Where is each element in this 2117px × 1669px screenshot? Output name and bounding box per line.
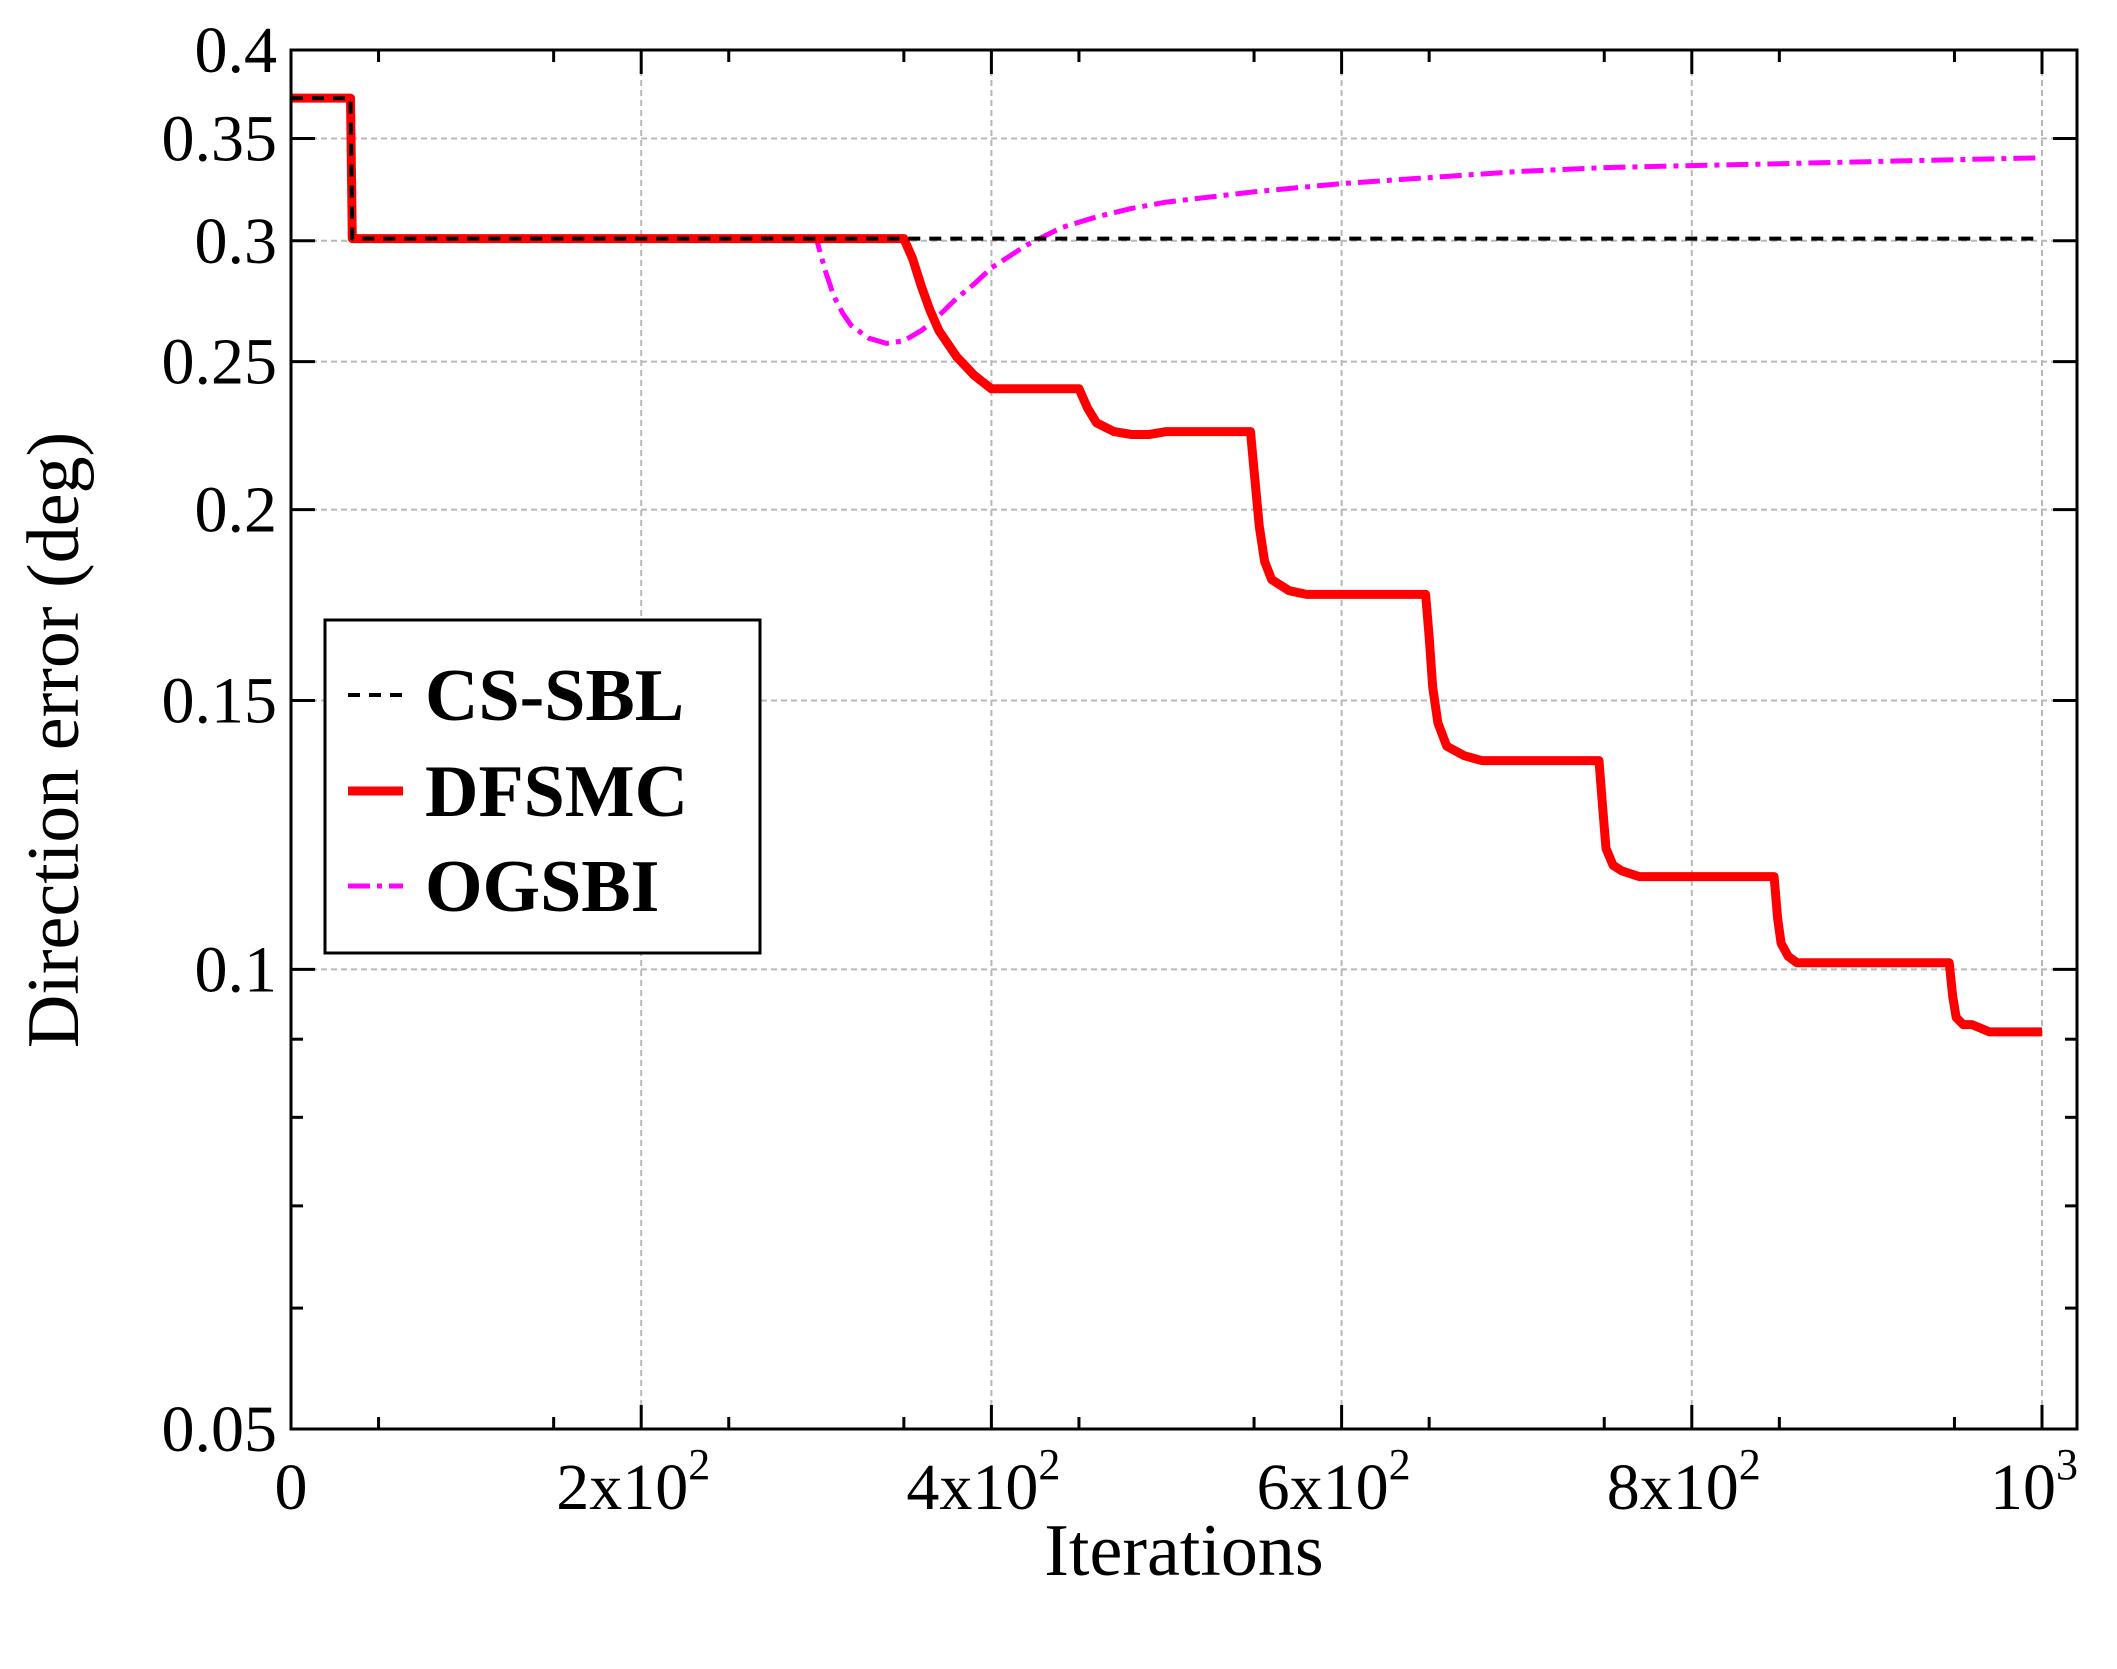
plot-frame xyxy=(289,48,2079,1431)
y-tick-label: 0.05 xyxy=(162,1393,278,1466)
legend: CS-SBL DFSMC OGSBI xyxy=(323,618,762,955)
x-tick-exponent: 2 xyxy=(1739,1440,1761,1489)
y-tick-label: 0.4 xyxy=(195,14,278,87)
y-tick-label: 0.35 xyxy=(162,103,278,176)
x-tick-base: 10 xyxy=(1990,1451,2056,1524)
x-tick-label: 0 xyxy=(275,1451,308,1524)
series-line-cs-sbl xyxy=(291,96,2042,241)
x-tick-exponent: 2 xyxy=(1389,1440,1411,1489)
y-tick-label: 0.1 xyxy=(195,933,278,1006)
x-tick-label: 6x102 xyxy=(1257,1440,1411,1524)
x-tick-exponent: 3 xyxy=(2056,1440,2078,1489)
x-tick-label: 4x102 xyxy=(906,1440,1060,1524)
y-tick-label: 0.2 xyxy=(195,474,278,547)
y-tick-label: 0.25 xyxy=(162,326,278,399)
series-layer xyxy=(291,93,2043,1037)
x-tick-base: 6x10 xyxy=(1257,1451,1389,1524)
x-tick-base: 2x10 xyxy=(556,1451,688,1524)
legend-label-ogsbi: OGSBI xyxy=(425,846,659,928)
x-tick-exponent: 2 xyxy=(1038,1440,1060,1489)
x-tick-label: 2x102 xyxy=(556,1440,710,1524)
x-tick-base: 8x10 xyxy=(1607,1451,1739,1524)
legend-label-cs-sbl: CS-SBL xyxy=(425,655,684,737)
y-tick-label: 0.3 xyxy=(195,205,278,278)
label-layer: 0.40.350.30.250.20.150.10.050 2x102 4x102 6… xyxy=(162,14,2079,1524)
series-line-ogsbi xyxy=(291,95,2043,346)
x-tick-base: 0 xyxy=(275,1451,308,1524)
x-tick-exponent: 2 xyxy=(688,1440,710,1489)
x-axis-title: Iterations xyxy=(1044,1510,1323,1592)
series-line-dfsmc xyxy=(291,93,2042,1037)
legend-label-dfsmc: DFSMC xyxy=(425,751,688,833)
y-tick-label: 0.15 xyxy=(162,664,278,737)
grid-layer xyxy=(291,50,2077,1429)
y-axis-title: Direction error (deg) xyxy=(13,432,95,1048)
x-tick-base: 4x10 xyxy=(906,1451,1038,1524)
x-tick-label: 103 xyxy=(1990,1440,2078,1524)
tick-layer xyxy=(289,48,2077,1431)
x-tick-label: 8x102 xyxy=(1607,1440,1761,1524)
